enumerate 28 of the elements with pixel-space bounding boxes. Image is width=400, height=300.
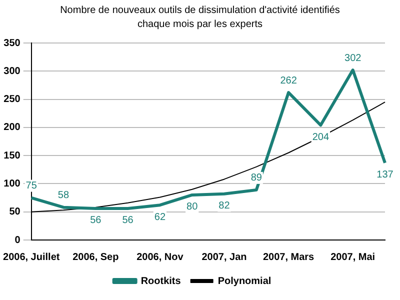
data-label: 82 [218,200,230,212]
data-label: 56 [90,215,102,226]
x-tick-label: 2007, Mai [330,252,376,263]
data-label: 137 [376,170,394,181]
x-tick-label: 2006, Sep [72,252,119,263]
data-label: 302 [344,52,362,64]
data-label: 262 [280,75,298,86]
data-label: 80 [186,202,198,213]
y-tick-label: 50 [9,206,21,218]
y-tick-label: 300 [4,66,21,77]
chart-title: Nombre de nouveaux outils de dissimulation d'activité identifiés chaque mois par les experts [59,4,341,32]
data-label: 62 [154,212,166,223]
legend-label: Rootkits [140,276,182,287]
y-tick-label: 0 [14,234,21,246]
y-tick-label: 200 [4,122,21,134]
x-tick-label: 2007, Jan [202,252,247,263]
x-tick-label: 2006, Juillet [3,252,60,263]
data-label: 75 [26,180,38,192]
data-label: 56 [122,215,134,226]
legend-label: Polynomial [218,276,272,287]
y-tick-label: 350 [4,38,21,49]
x-tick-label: 2007, Mars [262,252,315,263]
y-tick-label: 100 [4,178,21,190]
y-tick-label: 250 [4,94,21,106]
x-tick-label: 2006, Nov [136,252,184,263]
data-label: 89 [250,172,262,184]
data-label: 58 [58,190,70,202]
y-tick-label: 150 [4,150,21,162]
